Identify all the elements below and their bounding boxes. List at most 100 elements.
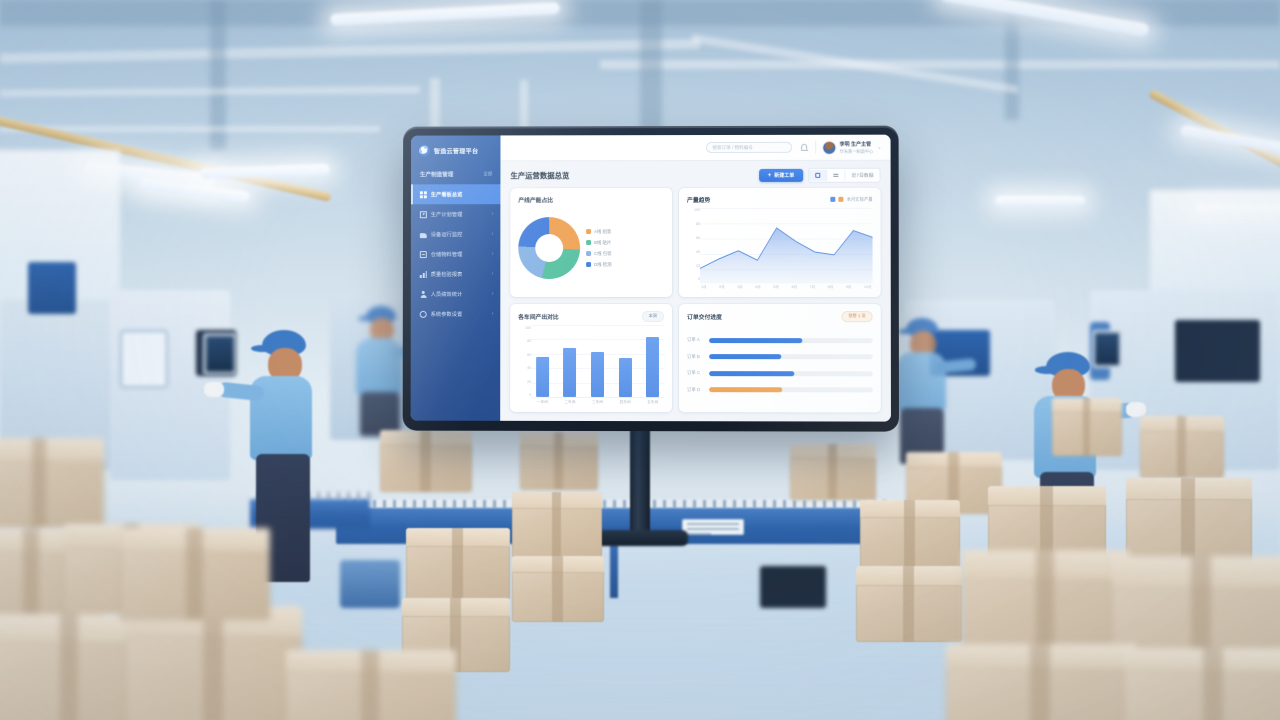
legend-swatch (586, 240, 592, 246)
y-tick: 100 (694, 207, 701, 212)
user-menu[interactable]: 李明 生产主管 华东第一制造中心 ⌄ (823, 140, 882, 154)
x-tick: 6月 (791, 284, 798, 289)
chevron-right-icon: › (491, 290, 494, 297)
bar-column[interactable] (646, 325, 660, 398)
chart-icon (419, 270, 427, 278)
factory-machine (28, 262, 76, 314)
progress-row: 订单 D (687, 387, 873, 393)
sidebar-item-personnel[interactable]: 人员绩效统计 › (411, 284, 501, 304)
sidebar-item-equipment[interactable]: 设备运行监控 › (411, 224, 501, 244)
date-range-label: 近7日数据 (851, 173, 874, 179)
bar (563, 347, 577, 397)
bar (535, 357, 549, 397)
y-axis: 100 80 60 40 20 0 (687, 207, 700, 290)
view-card-button[interactable] (809, 169, 828, 181)
progress-badge[interactable]: 预警 1 项 (841, 310, 873, 322)
monitor-stand-neck (630, 430, 650, 540)
dashboard-screen: 智造云管理平台 生产制造管理 全部 生产看板总览 生产计划管理 › 设备运行监控… (410, 134, 891, 422)
app-logo[interactable]: 智造云管理平台 (411, 135, 500, 165)
cardboard-box (1126, 478, 1252, 564)
factory-machine (120, 330, 168, 388)
sidebar-item-warehouse[interactable]: 仓储物料管理 › (411, 244, 501, 264)
bar-x-label: 四车间 (619, 400, 631, 405)
cardboard-box (406, 528, 510, 600)
bar-column[interactable] (591, 324, 605, 398)
chevron-down-icon: ⌄ (877, 144, 882, 151)
ceiling-light (995, 196, 1085, 205)
bars-badge[interactable]: 本周 (641, 310, 665, 322)
topbar: 搜索订单 / 物料编号 李明 生产主管 华东第一制造中心 ⌄ (500, 134, 891, 162)
card-title: 产线产能占比 (518, 198, 554, 205)
bar-x-labels: 一车间 二车间 三车间 四车间 五车间 (531, 398, 664, 405)
bar-column[interactable] (563, 324, 577, 397)
output-trend-card: 产量趋势 本月实际产量 100 80 60 40 20 0 (679, 187, 881, 297)
legend-label: D线 检测 (594, 261, 612, 267)
chevron-right-icon: › (491, 251, 494, 258)
sidebar-item-label: 仓储物料管理 (430, 252, 463, 259)
sidebar-item-label: 质量检验报表 (430, 272, 463, 279)
bar-column[interactable] (618, 324, 632, 398)
cardboard-box (0, 614, 150, 720)
x-tick: 1月 (701, 284, 707, 289)
cardboard-box (1140, 416, 1224, 478)
x-tick: 3月 (737, 284, 743, 289)
conveyor-rollers (336, 498, 892, 508)
area-chart-body: 100 80 60 40 20 0 (687, 207, 873, 290)
factory-machine (1175, 320, 1260, 382)
bar-plot (531, 324, 665, 399)
capacity-share-card: 产线产能占比 A线 组装 B线 贴片 (510, 188, 673, 297)
card-header: 订单交付进度 预警 1 项 (687, 310, 873, 322)
user-icon (420, 290, 427, 297)
sidebar-section-header: 生产制造管理 全部 (411, 165, 500, 184)
bar-x-label: 三车间 (591, 399, 604, 405)
y-tick: 20 (696, 263, 701, 268)
gear-icon (419, 310, 427, 318)
bar-column[interactable] (535, 324, 549, 397)
y-tick: 0 (698, 277, 701, 282)
bar-x-label: 五车间 (647, 400, 659, 405)
view-list-button[interactable] (827, 169, 846, 181)
progress-list: 订单 A 订单 B 订单 C 订单 D (687, 325, 873, 406)
sidebar-item-label: 系统参数设置 (430, 311, 463, 318)
truck-icon (419, 232, 427, 238)
progress-track (709, 370, 873, 376)
progress-fill (709, 354, 781, 360)
cardboard-box (1124, 648, 1280, 720)
factory-worker (892, 318, 982, 468)
y-tick: 0 (529, 392, 532, 397)
brand-icon (418, 145, 430, 157)
card-title: 各车间产出对比 (518, 314, 559, 321)
factory-worker (204, 330, 360, 590)
x-tick: 4月 (755, 284, 761, 289)
legend-item: A线 组装 (586, 229, 612, 235)
y-tick: 80 (696, 221, 701, 226)
sidebar-item-quality[interactable]: 质量检验报表 › (411, 264, 501, 284)
date-range-button[interactable]: 近7日数据 (846, 169, 880, 182)
legend-swatch (830, 196, 836, 202)
plus-icon: + (767, 172, 772, 179)
bell-icon[interactable] (799, 143, 808, 152)
legend-swatch (586, 251, 592, 257)
sidebar-item-dashboard[interactable]: 生产看板总览 (410, 184, 501, 205)
y-tick: 60 (696, 235, 701, 240)
legend-item: B线 贴片 (586, 240, 612, 246)
delivery-progress-card: 订单交付进度 预警 1 项 订单 A 订单 B 订单 C 订单 D (679, 303, 881, 413)
bar (646, 336, 660, 398)
x-tick: 2月 (719, 284, 725, 289)
legend-swatch (586, 229, 592, 235)
divider (815, 140, 817, 154)
view-toggle-group: 近7日数据 (808, 167, 881, 183)
conveyor-leg (610, 544, 618, 598)
sidebar-item-settings[interactable]: 系统参数设置 › (411, 304, 501, 324)
card-title: 订单交付进度 (687, 314, 722, 321)
new-order-button[interactable]: + 新建工单 (758, 168, 804, 182)
factory-worker (352, 306, 432, 436)
user-role: 华东第一制造中心 (839, 148, 874, 154)
x-tick: 5月 (773, 284, 779, 289)
sidebar-item-production-plan[interactable]: 生产计划管理 › (411, 204, 500, 224)
search-input[interactable]: 搜索订单 / 物料编号 (706, 141, 793, 154)
worker-glove (204, 382, 224, 397)
main-content: 搜索订单 / 物料编号 李明 生产主管 华东第一制造中心 ⌄ 生产运营数据总览 (500, 134, 891, 422)
worker-glove (1126, 402, 1146, 417)
donut-legend: A线 组装 B线 贴片 C线 包装 (586, 229, 612, 268)
